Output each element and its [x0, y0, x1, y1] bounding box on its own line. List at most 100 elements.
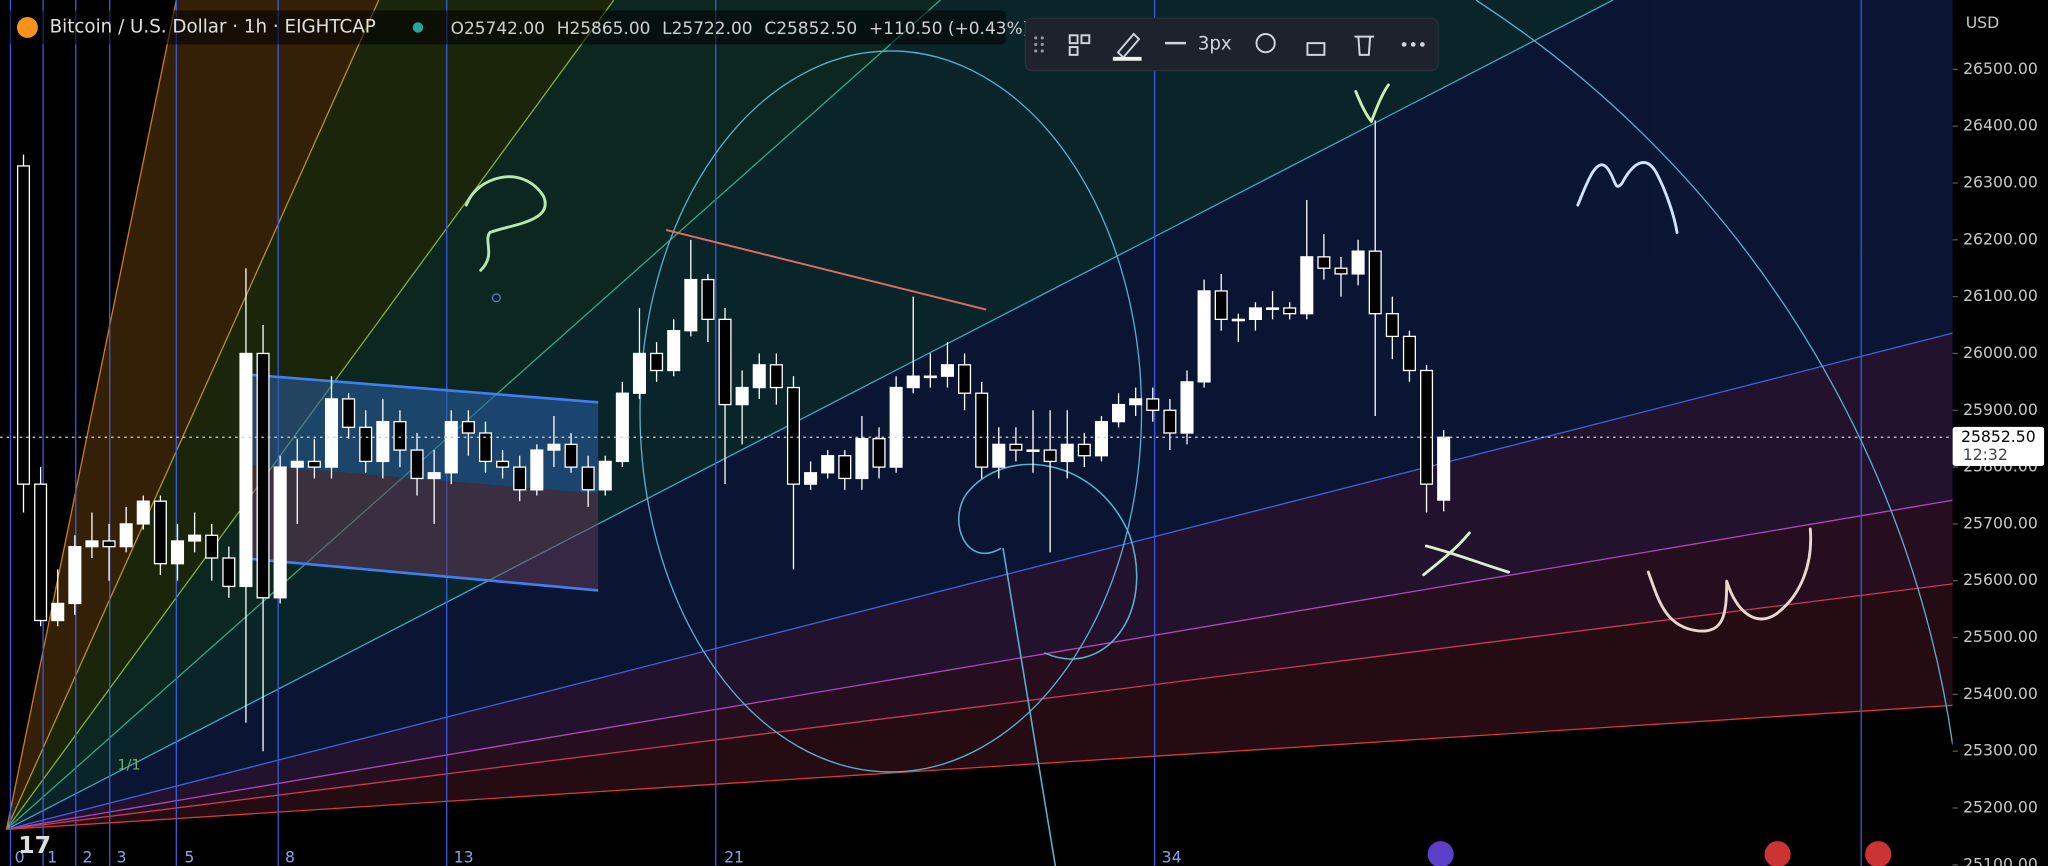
fan-line: [5, 0, 177, 830]
candle-body: [1112, 403, 1126, 423]
candle-body: [1009, 443, 1023, 451]
fan-line: [6, 332, 1953, 831]
candle-body: [718, 318, 732, 406]
candle-body: [324, 398, 339, 468]
candle-body: [1283, 307, 1297, 315]
time-zone-label: 1: [47, 848, 57, 866]
line-width-button[interactable]: 3px: [1198, 33, 1232, 54]
candle-body: [136, 500, 150, 525]
candle-body: [1385, 313, 1399, 338]
fan-line: [6, 499, 1953, 831]
candle-body: [290, 460, 304, 468]
flag-icon[interactable]: [1764, 841, 1791, 866]
y-ticks: 25100.00 25200.00 25300.00 25400.00 25500.00…: [1952, 59, 2038, 866]
y-tick-label: 25500.00: [1963, 627, 2038, 646]
candle-body: [992, 443, 1006, 468]
drag-handle[interactable]: [1034, 36, 1044, 53]
channel-line: [251, 557, 599, 592]
last-price-label: 25852.50: [1961, 427, 2036, 446]
last-price-background: [1952, 426, 2045, 466]
settings-button[interactable]: [1255, 33, 1276, 54]
candle-body: [188, 534, 202, 542]
drawing-toolbar: 3px: [1024, 17, 1439, 72]
ohlc-value: C25852.50: [764, 19, 857, 39]
template-button[interactable]: [1080, 34, 1091, 45]
candle-body: [804, 472, 818, 485]
candle-body: [1163, 409, 1177, 434]
candle-body: [1248, 307, 1262, 321]
lock-button[interactable]: [1306, 42, 1326, 56]
more-button[interactable]: [1401, 42, 1425, 47]
symbol-title[interactable]: Bitcoin / U.S. Dollar · 1h · EIGHTCAP: [50, 16, 376, 37]
delete-button[interactable]: [1354, 35, 1375, 56]
fan-line: [6, 0, 1614, 830]
y-tick-label: 26300.00: [1963, 172, 2038, 191]
flag-icon[interactable]: [1865, 841, 1892, 866]
last-price-box: 25852.50 12:32: [1952, 426, 2045, 466]
candle-body: [153, 500, 167, 565]
candle-body: [85, 540, 99, 548]
candle-body: [940, 364, 954, 377]
trend-line: [665, 228, 987, 311]
y-tick-label: 26200.00: [1963, 229, 2038, 248]
candle-body: [752, 364, 766, 389]
candle-body: [735, 386, 749, 406]
candle-body: [1334, 267, 1348, 275]
y-tick-label: 25400.00: [1963, 684, 2038, 703]
y-tick-label: 25600.00: [1963, 570, 2038, 589]
ohlc-value: H25865.00: [557, 19, 651, 39]
time-zone-label: 21: [724, 848, 744, 866]
candle-body: [307, 460, 321, 468]
channel-upper: [252, 374, 599, 494]
candle-body: [1026, 449, 1040, 453]
candle-body: [1146, 398, 1160, 411]
candle-body: [1351, 250, 1365, 275]
y-tick-label: 26100.00: [1963, 286, 2038, 305]
candle-body: [598, 460, 612, 491]
time-zone-label: 5: [184, 848, 194, 866]
market-status: [412, 22, 424, 33]
candle-body: [478, 432, 493, 463]
candle-body: [68, 545, 82, 605]
candle-body: [564, 443, 578, 468]
candle-body: [513, 466, 527, 491]
candle-body: [1368, 250, 1382, 315]
candle-body: [889, 386, 903, 468]
candle-body: [1402, 335, 1416, 372]
y-tick-label: 26500.00: [1963, 59, 2038, 78]
y-tick-label: 25300.00: [1963, 741, 2038, 760]
candle-body: [119, 523, 133, 548]
template-button[interactable]: [1068, 34, 1079, 45]
candle-body: [530, 449, 544, 491]
candle-body: [615, 392, 629, 463]
candle-body: [205, 534, 219, 559]
pencil-button[interactable]: [1116, 32, 1141, 59]
candle-body: [34, 483, 48, 622]
template-button[interactable]: [1068, 46, 1079, 56]
time-zone-label: 3: [116, 848, 126, 866]
candle-body: [461, 420, 475, 434]
candle-body: [376, 420, 390, 463]
circle-drawing: [639, 50, 1143, 773]
candle-body: [427, 472, 441, 480]
candle-body: [444, 420, 458, 474]
ohlc-value: +110.50 (+0.43%): [869, 19, 1029, 39]
candle-body: [393, 420, 407, 451]
time-zone-label: 13: [454, 848, 474, 866]
event-icon[interactable]: [1427, 841, 1454, 866]
candle-body: [1129, 398, 1143, 406]
y-tick-label: 25900.00: [1963, 400, 2038, 419]
fan-line: [6, 704, 1953, 831]
ohlc-value: L25722.00: [662, 19, 752, 39]
candle-body: [632, 352, 647, 394]
candle-body: [1197, 290, 1211, 383]
candle-body: [838, 455, 852, 480]
y-tick-label: 26400.00: [1963, 116, 2038, 135]
y-tick-label: 25200.00: [1963, 798, 2038, 817]
y-tick-label: 26000.00: [1963, 343, 2038, 362]
candle-body: [958, 364, 972, 394]
candle-body: [906, 375, 920, 389]
candle-body: [975, 392, 989, 468]
